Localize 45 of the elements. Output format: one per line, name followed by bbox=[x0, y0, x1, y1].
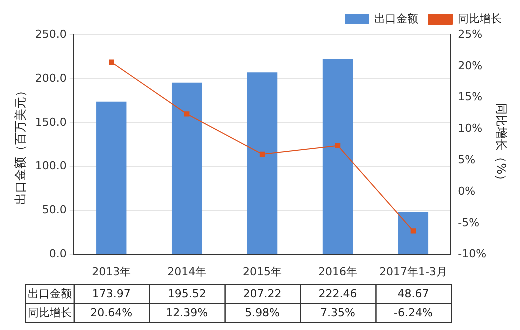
data-label: 195.52 bbox=[168, 287, 206, 300]
data-label: -6.24% bbox=[394, 306, 433, 320]
y2-tick-label: 0% bbox=[458, 184, 476, 198]
y2-tick-label: 20% bbox=[458, 59, 483, 72]
point bbox=[335, 143, 341, 148]
y-tick-label: 100.0 bbox=[35, 160, 67, 173]
data-label: 20.64% bbox=[90, 306, 133, 320]
bar bbox=[172, 82, 202, 254]
x-tick-label: 2017年1-3月 bbox=[379, 265, 448, 278]
x-tick-label: 2014年 bbox=[168, 265, 207, 278]
legend-label: 出口金额 bbox=[374, 12, 418, 26]
text: 出口金额 bbox=[28, 287, 72, 300]
bar bbox=[96, 102, 127, 254]
bar bbox=[322, 59, 354, 254]
y2-tick-label: 5% bbox=[458, 153, 476, 166]
data-label: 7.35% bbox=[320, 306, 356, 320]
y2-tick-label: 25% bbox=[458, 28, 483, 41]
y2-tick-label: 10% bbox=[458, 122, 483, 136]
data-label: 222.46 bbox=[318, 287, 358, 300]
data-label: 48.67 bbox=[398, 287, 430, 300]
x-tick-label: 2016年 bbox=[318, 265, 358, 278]
y-tick-label: 200.0 bbox=[35, 72, 67, 85]
point bbox=[410, 228, 416, 234]
y-tick-label: 50.0 bbox=[42, 204, 67, 217]
y-tick-label: 150.0 bbox=[35, 116, 67, 129]
y-axis-title: 出口金额（百万美元） bbox=[13, 84, 28, 205]
y-tick-label: 250.0 bbox=[35, 28, 67, 41]
bar bbox=[247, 72, 278, 254]
y-tick-label: 0.0 bbox=[49, 248, 67, 261]
data-label: 5.98% bbox=[245, 306, 280, 320]
y2-axis-title: 同比增长（%） bbox=[494, 103, 509, 187]
bar bbox=[398, 212, 429, 254]
x-tick-label: 2015年 bbox=[243, 265, 282, 278]
data-label: 173.97 bbox=[92, 287, 131, 300]
y2-tick-label: -5% bbox=[458, 216, 480, 230]
point bbox=[109, 60, 114, 65]
point bbox=[260, 152, 266, 158]
y2-tick-label: 15% bbox=[458, 90, 483, 104]
y2-tick-label: -10% bbox=[458, 248, 487, 261]
point bbox=[184, 112, 190, 117]
text: 同比增长 bbox=[28, 306, 72, 320]
x-tick-label: 2013年 bbox=[92, 265, 132, 278]
legend-label: 同比增长 bbox=[458, 12, 502, 26]
data-label: 207.22 bbox=[243, 287, 282, 300]
data-label: 12.39% bbox=[166, 306, 208, 320]
